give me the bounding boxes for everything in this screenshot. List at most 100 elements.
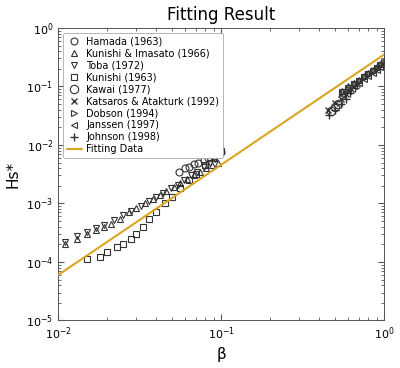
Hamada (1963) xyxy=(183,166,188,170)
Dobson (1994) xyxy=(370,68,375,73)
Toba (1972) xyxy=(84,229,89,234)
Dobson (1994) xyxy=(351,82,356,86)
Kunishi & Imasato (1966) xyxy=(382,59,386,63)
Kunishi & Imasato (1966) xyxy=(171,185,176,189)
Toba (1972) xyxy=(194,169,199,174)
Kunishi & Imasato (1966) xyxy=(204,166,209,170)
Toba (1972) xyxy=(346,85,350,90)
Kunishi & Imasato (1966) xyxy=(210,163,214,167)
Kunishi & Imasato (1966) xyxy=(158,193,162,197)
Janssen (1997) xyxy=(346,88,350,93)
Dobson (1994) xyxy=(374,66,379,70)
Kunishi (1963) xyxy=(140,224,145,229)
Hamada (1963) xyxy=(219,150,224,155)
Hamada (1963) xyxy=(215,152,220,156)
Kunishi & Imasato (1966) xyxy=(215,160,220,165)
Johnson (1998) xyxy=(343,96,348,101)
Kunishi (1963) xyxy=(154,210,159,215)
Kunishi & Imasato (1966) xyxy=(198,169,202,174)
Line: Janssen (1997): Janssen (1997) xyxy=(339,61,387,98)
Johnson (1998) xyxy=(352,86,357,91)
Hamada (1963) xyxy=(201,158,206,162)
Kunishi & Imasato (1966) xyxy=(101,224,106,229)
Kunishi (1963) xyxy=(134,232,138,236)
Kunishi & Imasato (1966) xyxy=(142,201,147,206)
Janssen (1997) xyxy=(361,77,366,81)
Kunishi & Imasato (1966) xyxy=(370,68,375,72)
Kunishi (1963) xyxy=(194,171,198,176)
Line: Dobson (1994): Dobson (1994) xyxy=(339,59,387,95)
Katsaros & Atakturk (1992) xyxy=(338,96,343,101)
Kunishi (1963) xyxy=(170,195,174,199)
Katsaros & Atakturk (1992) xyxy=(343,92,348,96)
Kunishi & Imasato (1966) xyxy=(126,210,131,215)
Line: Kunishi & Imasato (1966): Kunishi & Imasato (1966) xyxy=(62,59,387,247)
Kunishi (1963) xyxy=(84,257,89,262)
Kawai (1977) xyxy=(328,109,333,113)
Legend: Hamada (1963), Kunishi & Imasato (1966), Toba (1972), Kunishi (1963), Kawai (197: Hamada (1963), Kunishi & Imasato (1966),… xyxy=(63,33,223,158)
Toba (1972) xyxy=(356,78,361,83)
Johnson (1998) xyxy=(348,91,353,96)
Toba (1972) xyxy=(213,156,218,161)
Toba (1972) xyxy=(101,223,106,227)
Kunishi & Imasato (1966) xyxy=(374,65,379,69)
Katsaros & Atakturk (1992) xyxy=(325,107,330,112)
Janssen (1997) xyxy=(378,64,383,69)
Kunishi & Imasato (1966) xyxy=(361,74,366,78)
Line: Johnson (1998): Johnson (1998) xyxy=(325,84,359,120)
Dobson (1994) xyxy=(361,75,366,79)
Line: Kawai (1977): Kawai (1977) xyxy=(326,100,342,115)
Kunishi & Imasato (1966) xyxy=(74,236,79,241)
Kunishi (1963) xyxy=(186,178,191,182)
Kunishi & Imasato (1966) xyxy=(108,222,113,226)
Janssen (1997) xyxy=(340,92,344,97)
Toba (1972) xyxy=(138,204,143,208)
Dobson (1994) xyxy=(340,91,344,95)
Toba (1972) xyxy=(351,82,356,86)
Kunishi (1963) xyxy=(115,245,120,249)
Kunishi (1963) xyxy=(129,236,134,241)
Kunishi & Imasato (1966) xyxy=(150,197,155,201)
Toba (1972) xyxy=(168,186,173,191)
Kunishi (1963) xyxy=(211,156,216,160)
Toba (1972) xyxy=(378,63,383,67)
Kunishi & Imasato (1966) xyxy=(134,205,138,210)
Toba (1972) xyxy=(366,72,371,76)
Hamada (1963) xyxy=(196,160,200,165)
Kunishi (1963) xyxy=(146,216,151,221)
X-axis label: β: β xyxy=(216,347,226,362)
Dobson (1994) xyxy=(366,72,371,76)
Kunishi & Imasato (1966) xyxy=(118,216,123,221)
Janssen (1997) xyxy=(351,84,356,89)
Line: Katsaros & Atakturk (1992): Katsaros & Atakturk (1992) xyxy=(324,81,360,113)
Kunishi & Imasato (1966) xyxy=(94,228,98,232)
Dobson (1994) xyxy=(356,78,361,83)
Janssen (1997) xyxy=(382,61,386,66)
Line: Toba (1972): Toba (1972) xyxy=(62,63,383,245)
Kunishi & Imasato (1966) xyxy=(366,71,371,75)
Toba (1972) xyxy=(63,240,68,244)
Toba (1972) xyxy=(370,69,375,73)
Title: Fitting Result: Fitting Result xyxy=(167,6,275,24)
Kunishi (1963) xyxy=(219,148,224,153)
Katsaros & Atakturk (1992) xyxy=(354,82,359,86)
Janssen (1997) xyxy=(356,81,361,85)
Toba (1972) xyxy=(182,178,186,182)
Kunishi (1963) xyxy=(162,201,167,206)
Toba (1972) xyxy=(207,160,212,165)
Katsaros & Atakturk (1992) xyxy=(333,101,338,105)
Kunishi & Imasato (1966) xyxy=(346,84,350,89)
Toba (1972) xyxy=(146,199,151,203)
Kunishi (1963) xyxy=(203,163,208,167)
Kunishi & Imasato (1966) xyxy=(378,62,383,66)
Dobson (1994) xyxy=(346,86,350,91)
Y-axis label: Hs*: Hs* xyxy=(6,160,20,188)
Toba (1972) xyxy=(129,209,134,213)
Janssen (1997) xyxy=(366,74,371,78)
Kunishi & Imasato (1966) xyxy=(164,189,169,194)
Kunishi & Imasato (1966) xyxy=(185,177,190,181)
Kunishi (1963) xyxy=(178,186,182,191)
Kawai (1977) xyxy=(333,105,338,109)
Dobson (1994) xyxy=(378,63,383,67)
Janssen (1997) xyxy=(370,70,375,75)
